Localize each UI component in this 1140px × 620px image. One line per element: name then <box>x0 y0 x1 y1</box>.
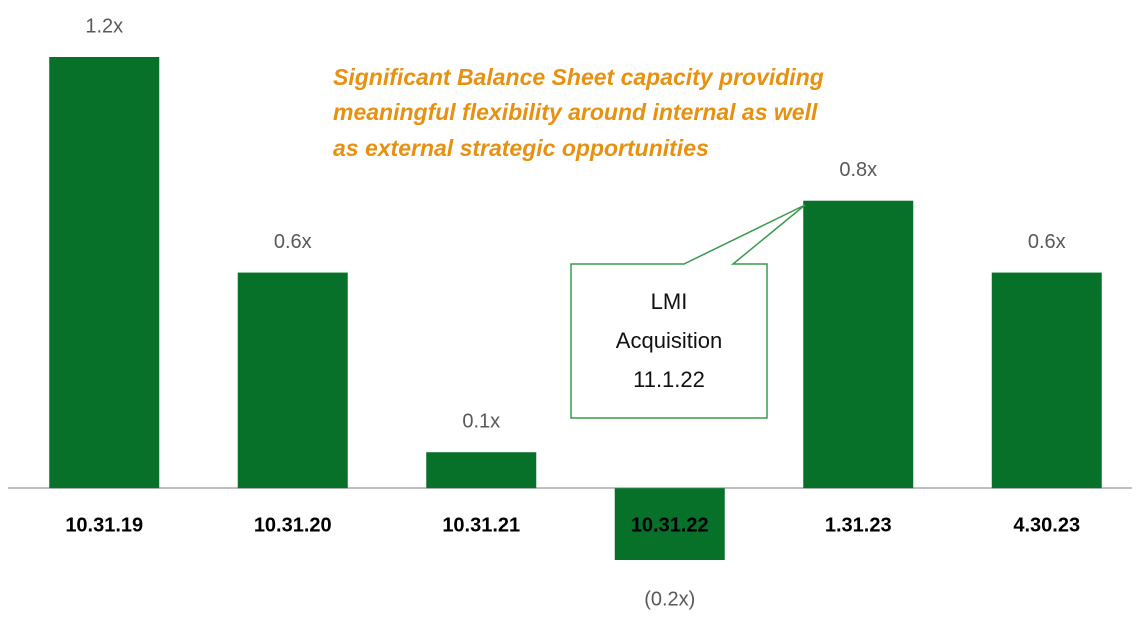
callout-text: 11.1.22 <box>633 367 705 392</box>
value-label: 1.2x <box>85 15 123 37</box>
x-tick-label: 10.31.22 <box>631 514 709 536</box>
value-label: 0.6x <box>1028 231 1066 253</box>
bar <box>991 272 1102 489</box>
x-tick-label: 10.31.20 <box>254 514 332 536</box>
annotation-line: meaningful flexibility around internal a… <box>333 99 818 125</box>
x-tick-label: 10.31.21 <box>442 514 520 536</box>
callout-text: LMI <box>651 289 688 314</box>
bar <box>49 57 160 489</box>
value-label: 0.1x <box>462 410 500 432</box>
bar <box>803 200 914 489</box>
bar <box>237 272 348 489</box>
callout-text: Acquisition <box>616 328 722 353</box>
x-tick-label: 1.31.23 <box>825 514 892 536</box>
value-label: 0.6x <box>274 231 312 253</box>
bar <box>614 488 725 560</box>
x-tick-label: 10.31.19 <box>65 514 143 536</box>
value-label: 0.8x <box>839 159 877 181</box>
value-label: (0.2x) <box>644 588 695 610</box>
x-tick-label: 4.30.23 <box>1013 514 1080 536</box>
bar <box>426 452 537 489</box>
callout-box <box>570 204 806 419</box>
annotation-line: as external strategic opportunities <box>333 135 709 161</box>
annotation-line: Significant Balance Sheet capacity provi… <box>333 64 824 90</box>
